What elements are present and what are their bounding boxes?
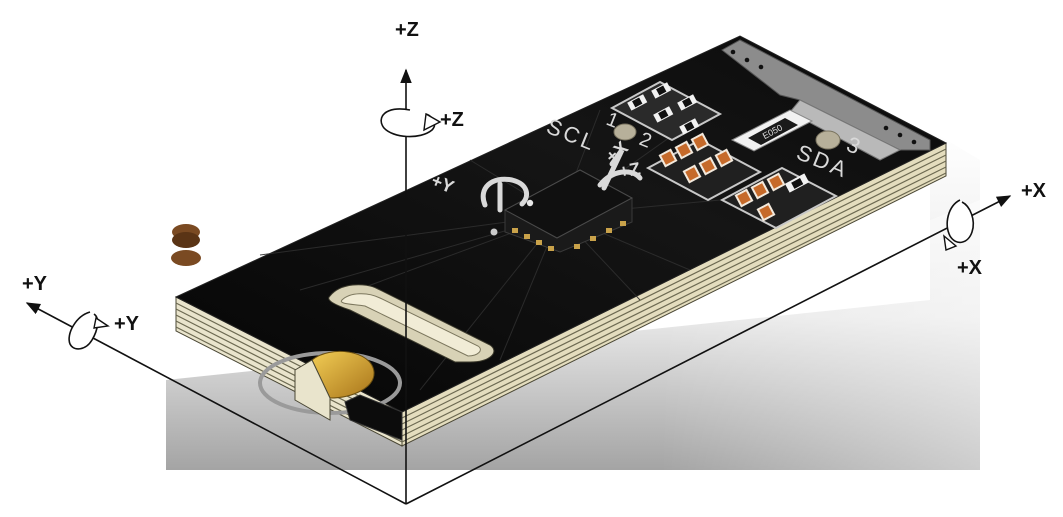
test-pads [613,123,841,150]
y-axis-label: +Y [22,273,48,295]
resistor-array-top [609,80,723,142]
y-rotation-arrow-icon [68,311,110,350]
brown-pads [171,224,201,266]
x-rotation-label: +X [957,257,983,279]
x-rotation-arrow-icon [943,199,975,251]
z-axis-label: +Z [395,19,419,41]
edge-connector-strip [721,39,931,161]
capacitor-array-middle [645,132,763,202]
mounting-slot [328,284,495,363]
z-rotation-arrow-icon [380,108,442,138]
plated-half-hole [258,350,403,441]
capacitor-array-lower [719,166,839,230]
pin-one-marker [526,199,534,207]
x-axis-label: +X [1021,180,1047,202]
x-axis-line [405,195,1012,505]
resistor-e050: E050 [730,109,814,152]
silk-z-direction: +Z [617,159,642,182]
backdrop-highlight [660,200,980,470]
z-rotation-label: +Z [440,109,464,131]
y-rotation-label: +Y [114,313,140,335]
silkscreen-orientation-arrows [480,148,643,213]
